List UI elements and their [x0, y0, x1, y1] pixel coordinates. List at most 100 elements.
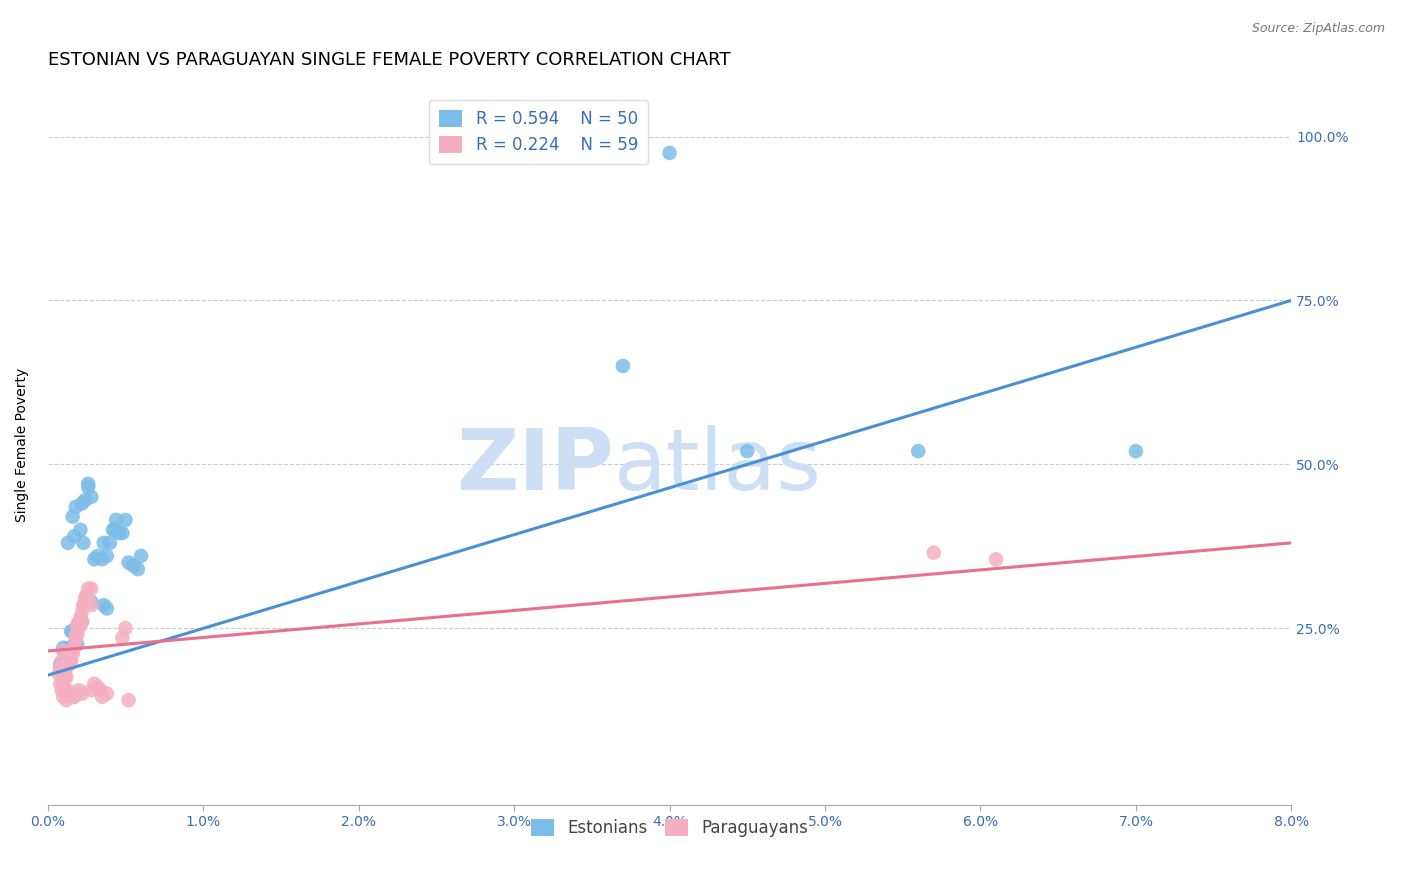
Point [96, 549, 118, 563]
Point [73, 591, 96, 606]
Point [72, 598, 94, 612]
Point [56, 536, 79, 550]
Point [101, 523, 124, 537]
Point [96, 601, 118, 615]
Point [53, 670, 76, 684]
Point [51, 657, 73, 672]
Point [62, 624, 84, 639]
Point [93, 536, 115, 550]
Point [93, 598, 115, 612]
Point [1125, 444, 1147, 458]
Point [69, 611, 91, 625]
Point [122, 558, 145, 573]
Point [62, 509, 84, 524]
Point [72, 598, 94, 612]
Point [70, 687, 93, 701]
Point [63, 529, 86, 543]
Point [80, 598, 103, 612]
Point [67, 615, 90, 629]
Point [129, 549, 152, 563]
Point [80, 582, 103, 596]
Point [65, 634, 87, 648]
Point [51, 654, 73, 668]
Point [658, 145, 681, 160]
Point [58, 650, 80, 665]
Point [80, 683, 103, 698]
Point [96, 687, 118, 701]
Point [98, 536, 121, 550]
Point [51, 683, 73, 698]
Text: ZIP: ZIP [456, 425, 613, 508]
Point [65, 500, 87, 514]
Point [114, 513, 136, 527]
Point [52, 670, 75, 684]
Point [52, 644, 75, 658]
Point [86, 549, 108, 563]
Point [111, 631, 134, 645]
Point [105, 513, 128, 527]
Point [80, 595, 103, 609]
Point [63, 640, 86, 655]
Point [67, 621, 90, 635]
Point [73, 493, 96, 508]
Text: ESTONIAN VS PARAGUAYAN SINGLE FEMALE POVERTY CORRELATION CHART: ESTONIAN VS PARAGUAYAN SINGLE FEMALE POV… [48, 51, 730, 69]
Point [65, 627, 87, 641]
Point [91, 690, 114, 704]
Point [62, 690, 84, 704]
Point [60, 654, 83, 668]
Point [70, 605, 93, 619]
Point [55, 670, 77, 684]
Point [56, 654, 79, 668]
Point [58, 640, 80, 655]
Point [77, 595, 100, 609]
Point [76, 588, 98, 602]
Point [104, 523, 127, 537]
Point [66, 627, 89, 641]
Point [984, 552, 1007, 566]
Point [907, 444, 929, 458]
Point [53, 644, 76, 658]
Point [62, 644, 84, 658]
Point [83, 677, 105, 691]
Point [735, 444, 758, 458]
Point [49, 677, 72, 691]
Point [49, 657, 72, 672]
Legend: Estonians, Paraguayans: Estonians, Paraguayans [524, 812, 814, 844]
Point [56, 683, 79, 698]
Point [127, 562, 149, 576]
Point [67, 617, 90, 632]
Point [111, 526, 134, 541]
Point [56, 647, 79, 661]
Point [70, 615, 93, 629]
Point [55, 693, 77, 707]
Point [117, 693, 139, 707]
Point [70, 497, 93, 511]
Text: atlas: atlas [613, 425, 821, 508]
Point [66, 617, 89, 632]
Point [67, 683, 90, 698]
Point [60, 647, 83, 661]
Point [52, 644, 75, 658]
Point [55, 654, 77, 668]
Point [48, 667, 70, 681]
Point [77, 476, 100, 491]
Point [80, 490, 103, 504]
Point [108, 526, 131, 541]
Point [69, 523, 91, 537]
Point [114, 621, 136, 635]
Point [58, 657, 80, 672]
Point [76, 591, 98, 606]
Point [60, 624, 83, 639]
Point [612, 359, 634, 373]
Point [72, 536, 94, 550]
Text: Source: ZipAtlas.com: Source: ZipAtlas.com [1251, 22, 1385, 36]
Point [52, 640, 75, 655]
Point [52, 677, 75, 691]
Point [56, 650, 79, 665]
Point [77, 582, 100, 596]
Point [65, 634, 87, 648]
Y-axis label: Single Female Poverty: Single Female Poverty [15, 368, 30, 522]
Point [90, 683, 112, 698]
Point [69, 617, 91, 632]
Point [53, 664, 76, 678]
